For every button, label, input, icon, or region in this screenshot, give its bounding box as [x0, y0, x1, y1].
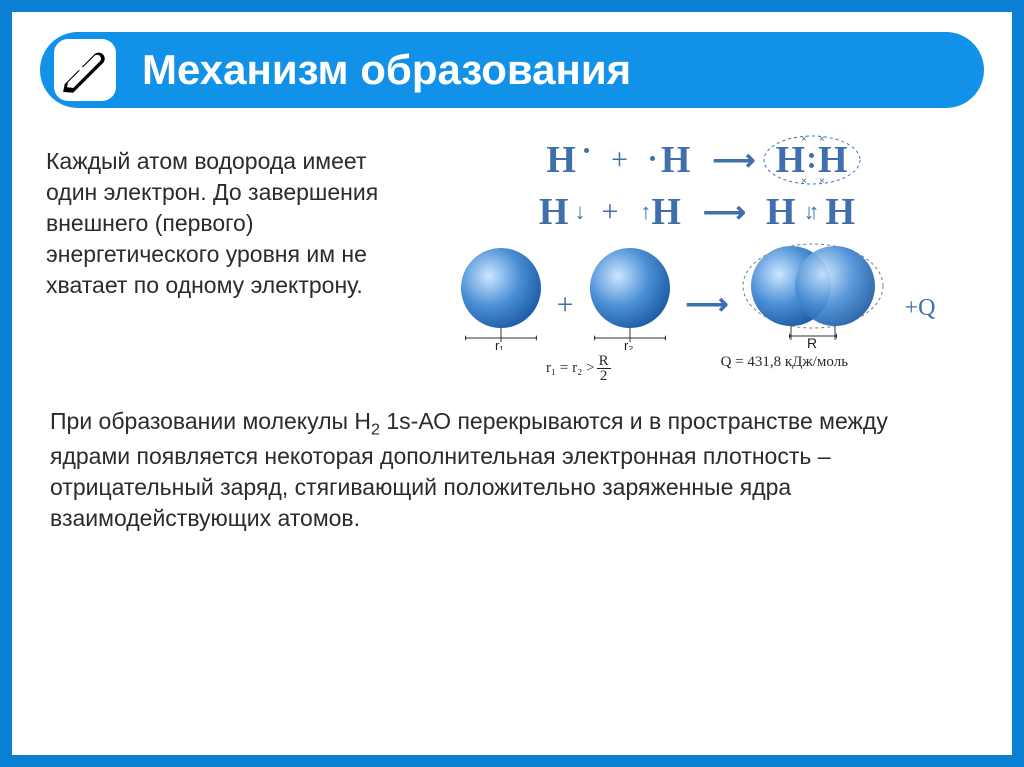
relation-row: r₁ = r₂ > R 2 Q = 431,8 кДж/моль: [416, 354, 978, 384]
header-bar: Механизм образования: [40, 32, 984, 108]
orbital-row: r₁ + r₂ ⟶: [416, 242, 978, 350]
svg-text:R: R: [807, 335, 817, 350]
lewis-row: H + H ⟶ H H ××××: [416, 138, 978, 182]
diagram-area: H + H ⟶ H H ×××× H↓ + ↑H ⟶ H ↓↑: [406, 138, 978, 384]
explanation-text: При образовании молекулы H2 1s-АО перекр…: [50, 406, 974, 534]
atom-sphere-icon: r₁: [459, 246, 543, 350]
slide-frame: Механизм образования Каждый атом водород…: [0, 0, 1024, 767]
molecule-overlap-icon: R: [741, 242, 891, 350]
intro-text: Каждый атом водорода имеет один электрон…: [46, 138, 406, 384]
svg-text:r₂: r₂: [624, 338, 633, 350]
svg-text:×: ×: [801, 176, 807, 187]
svg-text:×: ×: [801, 134, 807, 145]
slide-title: Механизм образования: [142, 46, 631, 94]
svg-text:r₁: r₁: [495, 338, 504, 350]
svg-text:×: ×: [819, 134, 825, 145]
svg-text:×: ×: [819, 176, 825, 187]
atom-sphere-icon: r₂: [588, 246, 672, 350]
spin-row: H↓ + ↑H ⟶ H ↓↑ H: [416, 190, 978, 234]
writing-hand-icon: [54, 39, 116, 101]
content-row: Каждый атом водорода имеет один электрон…: [46, 138, 978, 384]
